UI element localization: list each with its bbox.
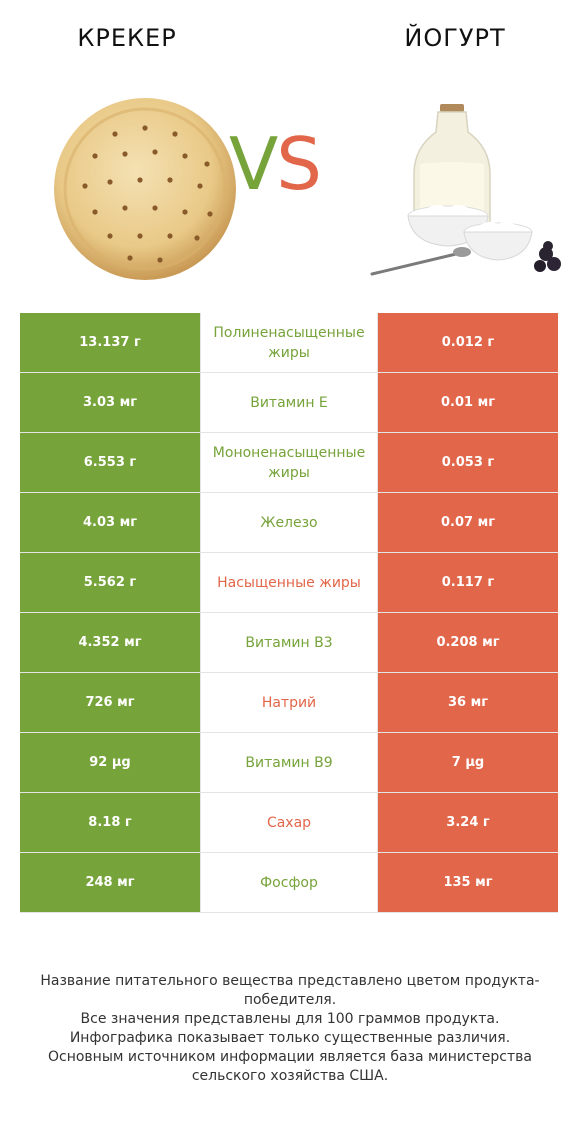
nutrient-name: Железо: [200, 493, 378, 552]
table-row: 6.553 г Мононенасыщенные жиры 0.053 г: [20, 433, 558, 493]
left-value: 248 мг: [20, 853, 200, 912]
table-row: 5.562 г Насыщенные жиры 0.117 г: [20, 553, 558, 613]
right-value: 135 мг: [378, 853, 558, 912]
left-value: 13.137 г: [20, 313, 200, 372]
comparison-header: КРЕКЕР ЙОГУРТ VS: [0, 0, 580, 300]
vs-label: VS: [229, 128, 322, 200]
vs-v-letter: V: [229, 122, 278, 206]
nutrient-name: Натрий: [200, 673, 378, 732]
table-row: 92 µg Витамин B9 7 µg: [20, 733, 558, 793]
footer-line-source: Основным источником информации является …: [48, 1049, 532, 1084]
footer-notes: Название питательного вещества представл…: [20, 972, 560, 1086]
nutrient-name: Витамин B9: [200, 733, 378, 792]
left-value: 726 мг: [20, 673, 200, 732]
footer-line-significant: Инфографика показывает только существенн…: [69, 1030, 511, 1046]
left-value: 4.03 мг: [20, 493, 200, 552]
yogurt-image: [370, 104, 561, 276]
right-product-name: ЙОГУРТ: [404, 24, 506, 52]
right-value: 0.053 г: [378, 433, 558, 492]
footer-line-per-100g: Все значения представлены для 100 граммо…: [80, 1011, 500, 1027]
table-row: 4.352 мг Витамин B3 0.208 мг: [20, 613, 558, 673]
comparison-table: 13.137 г Полиненасыщенные жиры 0.012 г 3.03…: [20, 313, 558, 913]
nutrient-name: Витамин E: [200, 373, 378, 432]
table-row: 8.18 г Сахар 3.24 г: [20, 793, 558, 853]
right-value: 0.208 мг: [378, 613, 558, 672]
left-value: 92 µg: [20, 733, 200, 792]
nutrient-name: Полиненасыщенные жиры: [200, 313, 378, 372]
vs-s-letter: S: [276, 122, 322, 206]
cracker-image: [54, 98, 236, 280]
left-value: 8.18 г: [20, 793, 200, 852]
nutrient-name: Мононенасыщенные жиры: [200, 433, 378, 492]
right-value: 7 µg: [378, 733, 558, 792]
left-value: 4.352 мг: [20, 613, 200, 672]
right-value: 0.117 г: [378, 553, 558, 612]
table-row: 4.03 мг Железо 0.07 мг: [20, 493, 558, 553]
table-row: 248 мг Фосфор 135 мг: [20, 853, 558, 913]
left-value: 5.562 г: [20, 553, 200, 612]
right-value: 3.24 г: [378, 793, 558, 852]
nutrient-name: Витамин B3: [200, 613, 378, 672]
nutrient-name: Сахар: [200, 793, 378, 852]
footer-line-color-note: Название питательного вещества представл…: [40, 973, 540, 1008]
right-value: 0.012 г: [378, 313, 558, 372]
right-value: 0.01 мг: [378, 373, 558, 432]
right-value: 0.07 мг: [378, 493, 558, 552]
right-value: 36 мг: [378, 673, 558, 732]
nutrient-name: Фосфор: [200, 853, 378, 912]
left-value: 3.03 мг: [20, 373, 200, 432]
nutrient-name: Насыщенные жиры: [200, 553, 378, 612]
table-row: 3.03 мг Витамин E 0.01 мг: [20, 373, 558, 433]
table-row: 13.137 г Полиненасыщенные жиры 0.012 г: [20, 313, 558, 373]
left-value: 6.553 г: [20, 433, 200, 492]
table-row: 726 мг Натрий 36 мг: [20, 673, 558, 733]
left-product-name: КРЕКЕР: [77, 24, 177, 52]
